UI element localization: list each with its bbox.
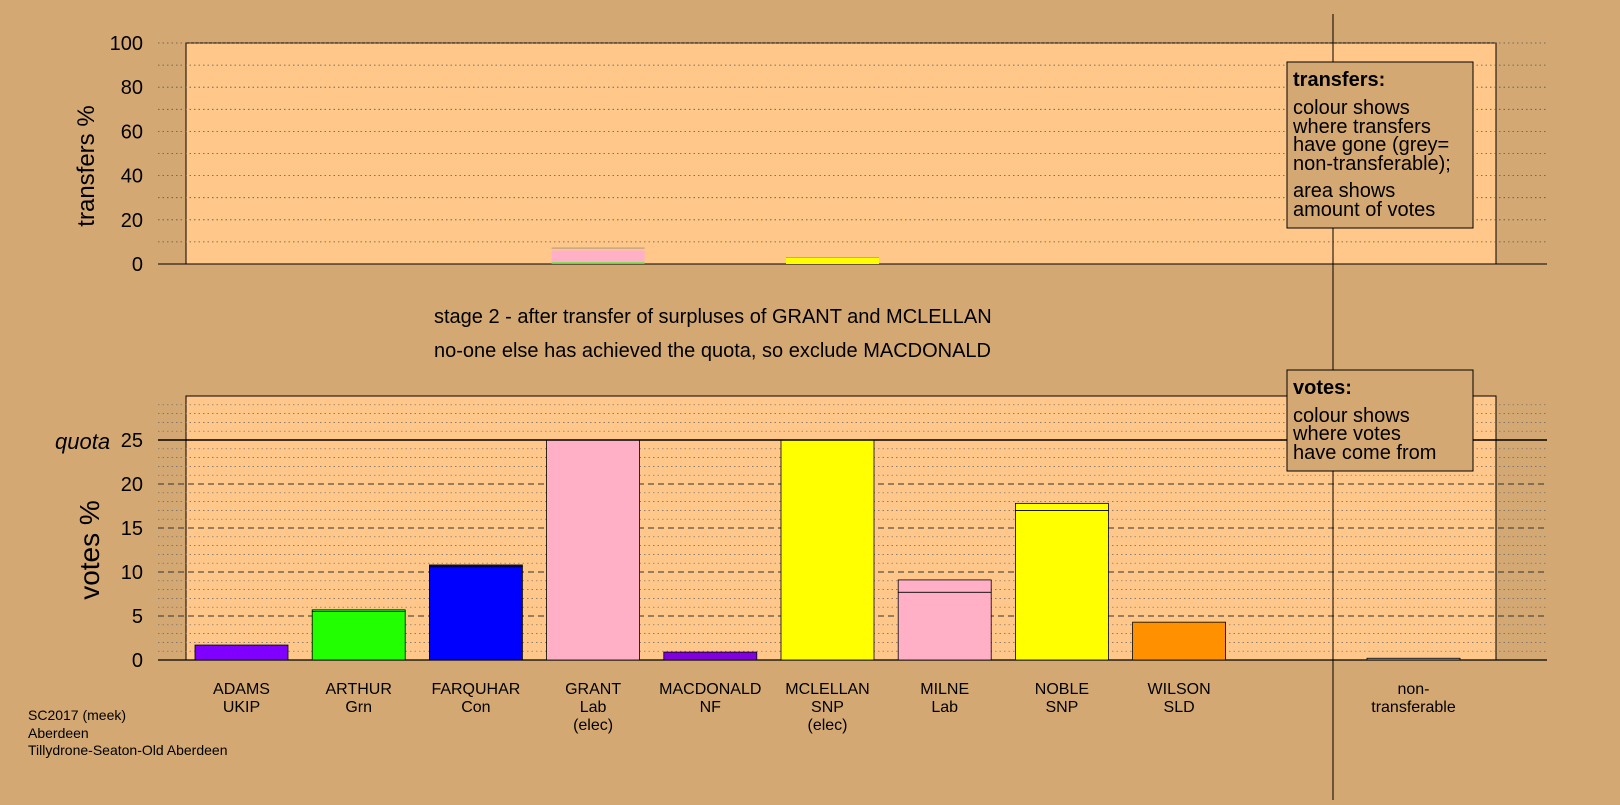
- transfer-bar-segment: [551, 248, 645, 251]
- candidate-label-line: Lab: [931, 699, 958, 716]
- vote-bar-segment: [1015, 502, 1109, 511]
- transfer-bar-segment: [786, 257, 879, 264]
- transfers-y-ticks: 0 20 40 60 80 100: [110, 33, 143, 276]
- votes-legend-title: votes:: [1293, 377, 1352, 399]
- transfers-legend: transfers: colour shows where transfers …: [1286, 61, 1474, 229]
- votes-y-axis-label: votes %: [74, 500, 105, 600]
- vote-bar-segment: [1132, 621, 1226, 661]
- candidate-label: WILSON SLD: [1148, 681, 1211, 716]
- footer-council: Aberdeen: [28, 725, 89, 741]
- transfers-bars: [551, 247, 879, 264]
- candidate-label-line: NF: [700, 699, 722, 716]
- candidate-label-line: ADAMS: [213, 681, 270, 698]
- transfer-bar-segment: [551, 263, 645, 264]
- candidate-label-line: (elec): [807, 717, 847, 734]
- votes-y-tick-label: 25: [121, 430, 143, 452]
- transfers-y-tick-label: 40: [121, 166, 143, 188]
- candidate-label: FARQUHAR Con: [431, 681, 520, 716]
- candidate-label: GRANT Lab (elec): [565, 681, 621, 734]
- candidate-label: MCLELLAN SNP (elec): [785, 681, 869, 734]
- vote-bar-segment: [897, 579, 992, 593]
- vote-bar-segment: [311, 611, 406, 661]
- transfers-y-tick-label: 20: [121, 210, 143, 232]
- vote-bar-segment: [428, 564, 523, 568]
- candidate-label-line: NOBLE: [1035, 681, 1089, 698]
- votes-bars: [194, 439, 1461, 661]
- transfers-y-tick-label: 60: [121, 121, 143, 143]
- votes-y-tick-label: 5: [132, 606, 143, 628]
- transfers-legend-line: non-transferable);: [1293, 153, 1451, 175]
- candidate-label-line: MACDONALD: [659, 681, 761, 698]
- votes-legend-box: [1286, 369, 1474, 472]
- transfers-y-axis-label: transfers %: [73, 105, 100, 226]
- candidate-label-line: SNP: [1045, 699, 1078, 716]
- vote-bar-segment: [428, 566, 523, 661]
- candidate-label: ARTHUR Grn: [326, 681, 392, 716]
- candidate-label-line: FARQUHAR: [431, 681, 520, 698]
- candidate-label-line: SNP: [811, 699, 844, 716]
- transfers-legend-line: area shows: [1293, 180, 1395, 202]
- votes-legend-line: colour shows: [1293, 405, 1410, 427]
- stage-description-line1: stage 2 - after transfer of surpluses of…: [434, 306, 992, 328]
- votes-y-tick-label: 10: [121, 562, 143, 584]
- transfers-y-tick-label: 0: [132, 254, 143, 276]
- candidate-label-line: ARTHUR: [326, 681, 392, 698]
- votes-y-tick-label: 15: [121, 518, 143, 540]
- vote-bar-segment: [546, 439, 640, 661]
- stage-description-line2: no-one else has achieved the quota, so e…: [434, 340, 991, 362]
- candidate-label-line: UKIP: [223, 699, 260, 716]
- transfers-y-tick-label: 80: [121, 77, 143, 99]
- vote-bar-segment: [1366, 657, 1461, 661]
- footer-election: SC2017 (meek): [28, 707, 126, 723]
- candidate-label-line: non-: [1397, 681, 1429, 698]
- vote-bar-segment: [311, 609, 406, 613]
- candidate-label-line: MILNE: [920, 681, 969, 698]
- candidate-label: ADAMS UKIP: [213, 681, 270, 716]
- candidate-label: NOBLE SNP: [1035, 681, 1089, 716]
- footer-ward: Tillydrone-Seaton-Old Aberdeen: [28, 742, 228, 758]
- votes-y-ticks: 0 5 10 15 20 25: [121, 430, 143, 672]
- candidate-label-line: GRANT: [565, 681, 621, 698]
- votes-legend-line: have come from: [1293, 442, 1436, 464]
- votes-y-tick-label: 20: [121, 474, 143, 496]
- candidate-label-line: Lab: [580, 699, 607, 716]
- quota-label: quota: [55, 429, 110, 454]
- transfers-plot-area: [185, 42, 1497, 265]
- vote-bar-segment: [194, 644, 289, 661]
- vote-bar-segment: [663, 651, 758, 661]
- candidate-label: MACDONALD NF: [659, 681, 761, 716]
- transfers-legend-line: have gone (grey=: [1293, 134, 1449, 156]
- vote-bar-segment: [780, 439, 875, 661]
- candidate-label-line: MCLELLAN: [785, 681, 869, 698]
- vote-bar-segment: [1015, 509, 1109, 661]
- transfer-bar-segment: [551, 250, 645, 263]
- vote-bar-segment: [897, 591, 992, 661]
- transfers-legend-line: colour shows: [1293, 97, 1410, 119]
- candidate-label: non-transferable: [1371, 681, 1456, 716]
- candidate-label-line: Grn: [345, 699, 372, 716]
- transfers-legend-line: where transfers: [1292, 116, 1431, 138]
- transfers-legend-line: amount of votes: [1293, 199, 1435, 221]
- candidate-label: MILNE Lab: [920, 681, 969, 716]
- candidate-label-line: SLD: [1164, 699, 1195, 716]
- candidate-label-line: Con: [461, 699, 490, 716]
- votes-legend-line: where votes: [1292, 423, 1401, 445]
- transfers-legend-box: [1286, 61, 1474, 229]
- transfers-y-tick-label: 100: [110, 33, 143, 55]
- votes-legend: votes: colour shows where votes have com…: [1286, 369, 1474, 472]
- transfers-plot-background: [185, 42, 1497, 265]
- transfer-bar-segment: [551, 262, 645, 264]
- candidate-label-line: (elec): [573, 717, 613, 734]
- candidate-label-line: WILSON: [1148, 681, 1211, 698]
- candidate-label-line: transferable: [1371, 699, 1456, 716]
- votes-y-tick-label: 0: [132, 650, 143, 672]
- transfers-legend-title: transfers:: [1293, 69, 1385, 91]
